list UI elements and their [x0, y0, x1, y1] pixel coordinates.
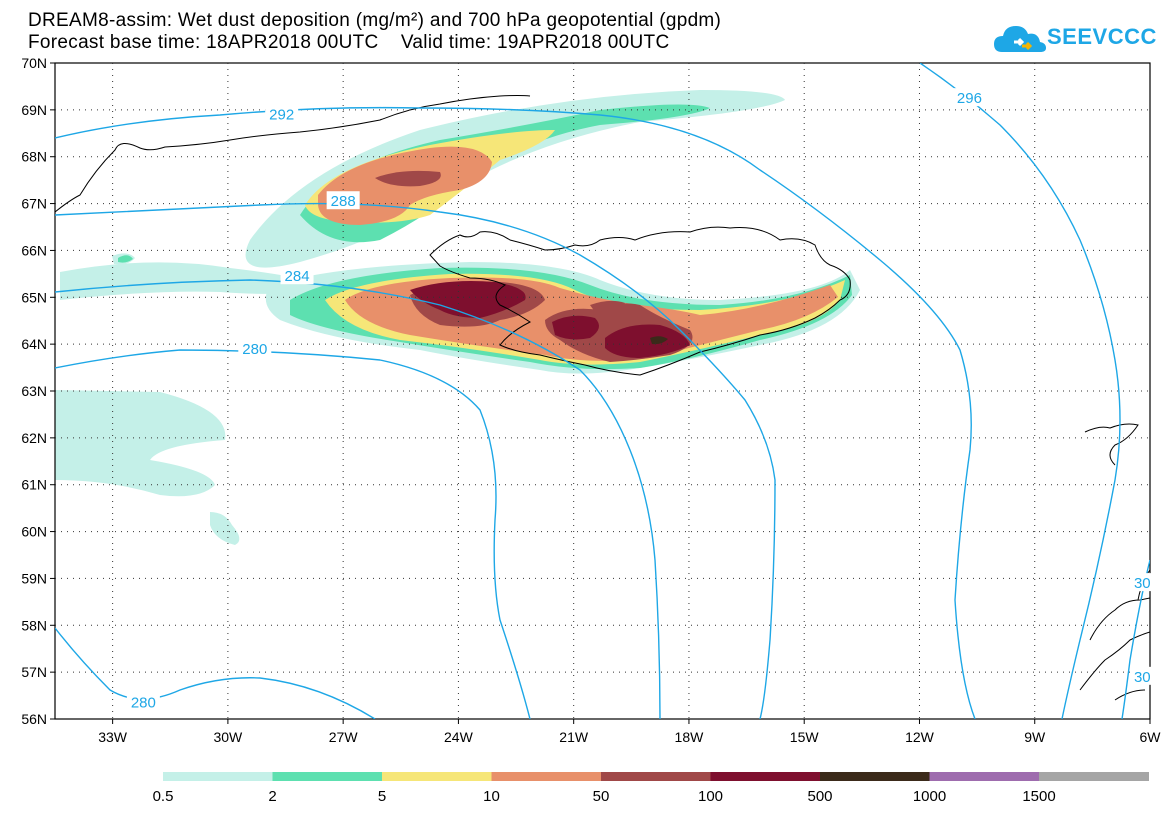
lon-tick-label: 21W [559, 729, 589, 745]
legend-label: 2 [268, 788, 276, 805]
seevccc-logo [992, 20, 1112, 60]
lat-tick-label: 56N [21, 711, 47, 727]
contour-label: 292 [269, 107, 294, 124]
lon-tick-label: 9W [1024, 729, 1046, 745]
legend-label: 1500 [1022, 788, 1055, 805]
contour-280-north [55, 349, 531, 719]
lat-tick-label: 70N [21, 55, 47, 71]
faroe-coast [1084, 423, 1139, 466]
contour-label: 30 [1134, 575, 1151, 592]
legend-swatch [710, 772, 821, 781]
contour-label-bg [126, 692, 160, 711]
lat-tick-label: 57N [21, 664, 47, 680]
contour-label: 296 [957, 90, 982, 107]
contour-label-bg [238, 338, 272, 357]
legend-swatch [929, 772, 1040, 781]
lon-tick-label: 33W [98, 729, 128, 745]
lat-tick-label: 67N [21, 196, 47, 212]
contour-label: 280 [242, 341, 267, 358]
dust-level-100 [410, 281, 690, 358]
legend-label: 100 [698, 788, 723, 805]
lon-tick-label: 27W [329, 729, 359, 745]
contour-label: 280 [131, 695, 156, 712]
contour-label-bg [952, 88, 986, 107]
contour-284 [55, 279, 661, 719]
contour-label-bg [1130, 573, 1155, 592]
legend-swatch [491, 772, 602, 781]
legend-label: 1000 [913, 788, 946, 805]
logo-text: SEEVCCC [1047, 24, 1157, 49]
contour-label-bg [1130, 666, 1155, 685]
legend-label: 50 [593, 788, 610, 805]
lat-tick-label: 63N [21, 383, 47, 399]
lat-tick-label: 68N [21, 149, 47, 165]
lon-tick-label: 30W [213, 729, 243, 745]
map-title-line-1: DREAM8-assim: Wet dust deposition (mg/m²… [28, 10, 722, 31]
lon-tick-label: 18W [675, 729, 705, 745]
legend-swatch [820, 772, 930, 781]
lat-tick-label: 69N [21, 102, 47, 118]
cloud-icon [994, 26, 1046, 52]
coastlines [55, 95, 1150, 701]
contour-labels: 292 288 284 280 280 296 30 30 [126, 88, 1155, 712]
contour-label-bg [265, 104, 299, 123]
legend-swatch [382, 772, 492, 781]
contour-288 [55, 202, 776, 719]
iceland-coast [429, 226, 851, 376]
dust-deposition-shading [55, 90, 860, 545]
lon-tick-label: 6W [1140, 729, 1162, 745]
legend-swatch [1039, 772, 1149, 781]
dust-level-500 [650, 336, 668, 345]
contour-label-bg [326, 191, 360, 210]
legend-label: 500 [807, 788, 832, 805]
lat-tick-label: 58N [21, 617, 47, 633]
contour-label-bg [280, 266, 314, 285]
legend-label: 5 [378, 788, 386, 805]
lat-tick-label: 61N [21, 477, 47, 493]
greenland-coast [55, 95, 531, 213]
lat-tick-label: 65N [21, 289, 47, 305]
graticule [55, 63, 1150, 719]
lat-tick-label: 59N [21, 570, 47, 586]
contour-label: 30 [1134, 669, 1151, 686]
lat-tick-label: 64N [21, 336, 47, 352]
legend-swatch [163, 772, 273, 781]
lat-tick-label: 60N [21, 524, 47, 540]
map-title-line-2: Forecast base time: 18APR2018 00UTC Vali… [28, 32, 670, 53]
contour-280-south [55, 627, 376, 719]
axis-ticks: 33W 30W 27W 24W 21W 18W 15W 12W 9W 6W 56N 57N 58N 59N… [21, 55, 1161, 745]
color-legend: 0.5 2 5 10 50 100 500 1000 1500 [153, 772, 1149, 805]
contour-296 [919, 63, 1121, 719]
contour-label: 288 [331, 193, 356, 210]
lat-tick-label: 62N [21, 430, 47, 446]
contour-292 [55, 106, 976, 719]
lon-tick-label: 12W [905, 729, 935, 745]
lat-tick-label: 66N [21, 242, 47, 258]
legend-label: 10 [483, 788, 500, 805]
lon-tick-label: 15W [790, 729, 820, 745]
geopotential-contours [55, 63, 1150, 719]
contour-label: 284 [285, 268, 310, 285]
legend-swatch [272, 772, 383, 781]
lon-tick-label: 24W [444, 729, 474, 745]
legend-swatch [601, 772, 711, 781]
legend-label: 0.5 [153, 788, 174, 805]
